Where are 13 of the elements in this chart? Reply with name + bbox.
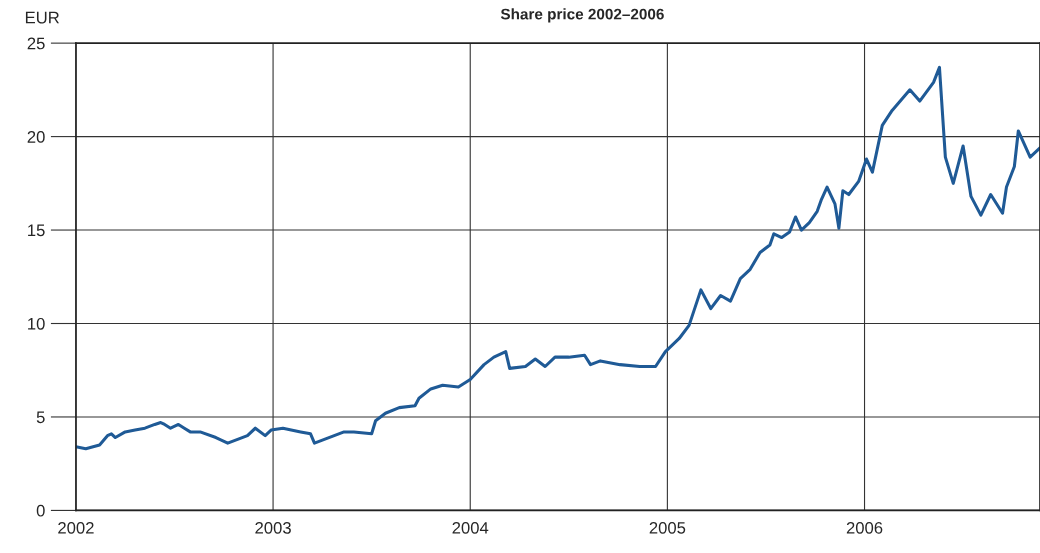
y-tick-label: 0: [36, 504, 45, 517]
x-tick-label: 2002: [58, 521, 94, 534]
y-axis-title: EUR: [25, 11, 59, 24]
chart-title: Share price 2002–2006: [500, 8, 664, 23]
y-tick-label: 25: [27, 37, 45, 50]
x-tick-label: 2004: [452, 521, 489, 534]
y-tick-label: 10: [28, 317, 45, 330]
x-tick-label: 2005: [649, 521, 686, 534]
x-tick-label: 2003: [255, 521, 291, 534]
y-tick-label: 15: [28, 224, 45, 237]
x-tick-label: 2006: [846, 521, 883, 534]
y-tick-label: 5: [36, 411, 45, 424]
y-tick-label: 20: [27, 130, 45, 143]
